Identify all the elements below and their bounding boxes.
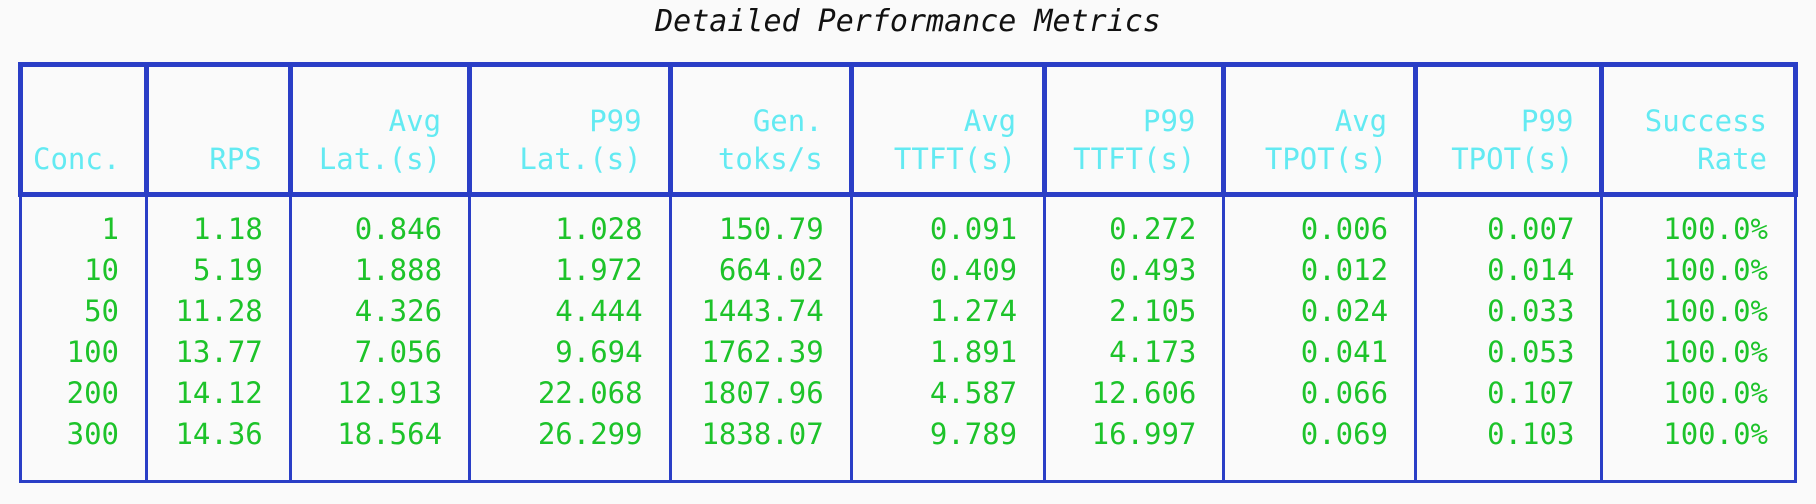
table-cell-value: 1.028 (555, 212, 643, 246)
header-cell-p99-tpot: P99 TPOT(s) (1413, 62, 1605, 197)
table-cell-value: 0.272 (1109, 212, 1197, 246)
table-column-values: 0.006 0.012 0.024 0.041 0.066 0.069 (1222, 193, 1418, 483)
table-cell-value: 0.846 (354, 212, 443, 246)
table-cell-value: 0.493 (1109, 253, 1197, 287)
table-column-values: 1.18 5.19 11.28 13.77 14.12 14.36 (145, 193, 292, 483)
header-cell-rps: RPS (144, 62, 293, 197)
table-cell-value: 100.0% (1663, 212, 1768, 246)
table-cell-value: 100 (66, 335, 120, 369)
table-cell-value: 100.0% (1663, 253, 1768, 287)
table-cell-value: 1.888 (354, 253, 443, 287)
table-column-values: 0.007 0.014 0.033 0.053 0.107 0.103 (1414, 193, 1604, 483)
table-cell-value: 16.997 (1091, 417, 1197, 451)
table-cell-value: 0.069 (1300, 417, 1389, 451)
header-cell-avg-tpot: Avg TPOT(s) (1221, 62, 1419, 197)
header-cell-p99-ttft: P99 TTFT(s) (1042, 62, 1227, 197)
table-cell-value: 4.173 (1109, 335, 1197, 369)
header-cell-avg-lat: Avg Lat.(s) (287, 62, 473, 197)
table-cell-value: 150.79 (718, 212, 824, 246)
table-cell-value: 1807.96 (701, 376, 824, 410)
table-cell-value: 10 (84, 253, 120, 287)
table-cell-value: 100.0% (1663, 417, 1768, 451)
table-cell-value: 13.77 (175, 335, 263, 369)
table-cell-value: 4.326 (354, 294, 443, 328)
table-cell-value: 664.02 (718, 253, 824, 287)
table-cell-value: 1762.39 (701, 335, 824, 369)
table-cell-value: 0.066 (1300, 376, 1389, 410)
table-cell-value: 300 (66, 417, 120, 451)
table-cell-value: 4.587 (929, 376, 1018, 410)
table-column-values: 100.0% 100.0% 100.0% 100.0% 100.0% 100.0% (1600, 193, 1797, 483)
header-cell-gen-toks: Gen. toks/s (667, 62, 854, 197)
table-cell-value: 4.444 (555, 294, 643, 328)
table-cell-value: 1.18 (192, 212, 263, 246)
table-cell-value: 9.789 (929, 417, 1018, 451)
table-column-values: 150.79 664.02 1443.74 1762.39 1807.96 1838.07 (668, 193, 853, 483)
table-cell-value: 0.103 (1487, 417, 1575, 451)
table-cell-value: 5.19 (192, 253, 263, 287)
table-cell-value: 50 (84, 294, 120, 328)
table-cell-value: 9.694 (555, 335, 643, 369)
table-cell-value: 0.409 (929, 253, 1018, 287)
table-cell-value: 100.0% (1663, 376, 1768, 410)
table-cell-value: 0.024 (1300, 294, 1389, 328)
page-title: Detailed Performance Metrics (655, 4, 1161, 39)
table-cell-value: 7.056 (354, 335, 443, 369)
table-cell-value: 1.274 (929, 294, 1018, 328)
table-cell-value: 1443.74 (701, 294, 824, 328)
table-cell-value: 0.006 (1300, 212, 1389, 246)
table-cell-value: 22.068 (537, 376, 643, 410)
table-column-values: 0.272 0.493 2.105 4.173 12.606 16.997 (1043, 193, 1226, 483)
table-column-values: 1 10 50 100 200 300 (18, 193, 149, 483)
table-cell-value: 2.105 (1109, 294, 1197, 328)
table-cell-value: 0.091 (929, 212, 1018, 246)
table-cell-value: 1838.07 (701, 417, 824, 451)
table-cell-value: 14.36 (175, 417, 263, 451)
table-cell-value: 0.012 (1300, 253, 1389, 287)
header-cell-conc: Conc. (17, 62, 150, 197)
table-header: Conc. RPS Avg Lat.(s) P99 Lat.(s) Gen. t… (17, 62, 1798, 197)
table-cell-value: 100.0% (1663, 335, 1768, 369)
table-body: 1 10 50 100 200 300 1.18 5.19 11.28 13.77 14.12 14.… (18, 193, 1797, 483)
header-cell-p99-lat: P99 Lat.(s) (467, 62, 673, 197)
table-cell-value: 0.041 (1300, 335, 1389, 369)
table-body-row: 1 10 50 100 200 300 1.18 5.19 11.28 13.77 14.12 14.… (18, 193, 1797, 483)
table-cell-value: 1.891 (929, 335, 1018, 369)
table-cell-value: 0.053 (1487, 335, 1575, 369)
table-column-values: 0.846 1.888 4.326 7.056 12.913 18.564 (288, 193, 472, 483)
table-cell-value: 0.007 (1487, 212, 1575, 246)
table-column-values: 1.028 1.972 4.444 9.694 22.068 26.299 (468, 193, 672, 483)
table-cell-value: 12.606 (1091, 376, 1197, 410)
table-cell-value: 0.033 (1487, 294, 1575, 328)
table-cell-value: 0.014 (1487, 253, 1575, 287)
table-cell-value: 11.28 (175, 294, 263, 328)
table-header-row: Conc. RPS Avg Lat.(s) P99 Lat.(s) Gen. t… (17, 62, 1798, 197)
table-cell-value: 100.0% (1663, 294, 1768, 328)
table-cell-value: 1.972 (555, 253, 643, 287)
table-cell-value: 1 (101, 212, 120, 246)
performance-metrics-table: Conc. RPS Avg Lat.(s) P99 Lat.(s) Gen. t… (17, 62, 1798, 483)
table-column-values: 0.091 0.409 1.274 1.891 4.587 9.789 (849, 193, 1047, 483)
table-cell-value: 14.12 (175, 376, 263, 410)
table-cell-value: 18.564 (337, 417, 443, 451)
table-cell-value: 200 (66, 376, 120, 410)
table-cell-value: 0.107 (1487, 376, 1575, 410)
header-cell-avg-ttft: Avg TTFT(s) (848, 62, 1048, 197)
table-cell-value: 26.299 (537, 417, 643, 451)
header-cell-success-rate: Success Rate (1599, 62, 1798, 197)
table-cell-value: 12.913 (337, 376, 443, 410)
